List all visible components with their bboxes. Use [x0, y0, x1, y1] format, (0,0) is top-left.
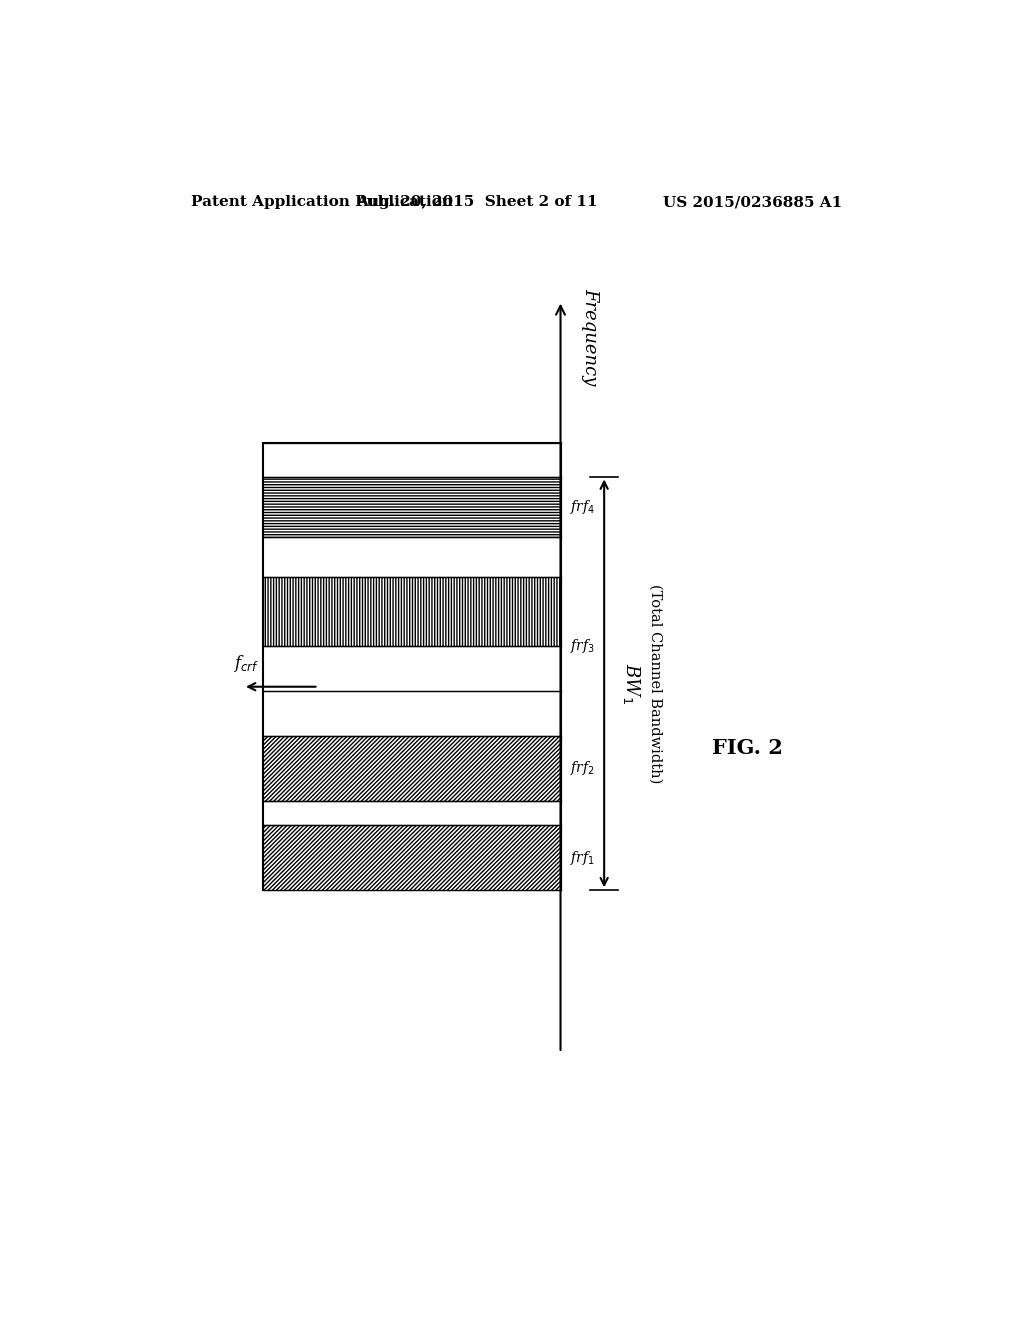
Text: Patent Application Publication: Patent Application Publication	[191, 195, 454, 209]
Bar	[263, 444, 560, 890]
Bar	[263, 737, 560, 801]
Bar	[263, 477, 560, 537]
Text: FIG. 2: FIG. 2	[712, 738, 782, 758]
Text: Frequency: Frequency	[582, 288, 600, 385]
Text: f$_{crf}$: f$_{crf}$	[232, 652, 259, 673]
Text: frf$_1$: frf$_1$	[570, 849, 595, 866]
Text: BW$_1$: BW$_1$	[622, 663, 642, 704]
Text: US 2015/0236885 A1: US 2015/0236885 A1	[663, 195, 842, 209]
Text: frf$_4$: frf$_4$	[570, 498, 596, 516]
Text: frf$_2$: frf$_2$	[570, 759, 595, 777]
Text: (Total Channel Bandwidth): (Total Channel Bandwidth)	[649, 583, 663, 783]
Bar	[263, 577, 560, 647]
Text: Aug. 20, 2015  Sheet 2 of 11: Aug. 20, 2015 Sheet 2 of 11	[356, 195, 598, 209]
Bar	[263, 825, 560, 890]
Text: frf$_3$: frf$_3$	[570, 638, 595, 656]
